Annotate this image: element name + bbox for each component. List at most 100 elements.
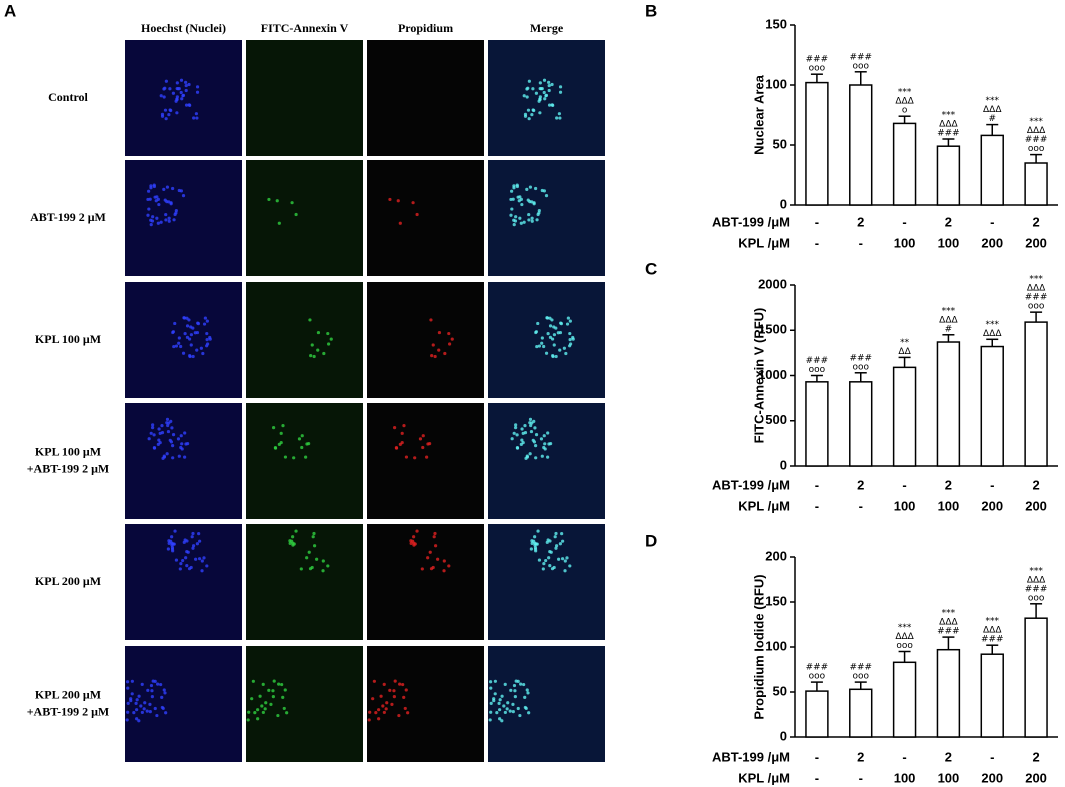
micrograph [367, 282, 484, 398]
cell [315, 557, 319, 561]
cell [135, 698, 139, 702]
cell [541, 567, 545, 571]
cell [412, 543, 416, 547]
cell [560, 557, 565, 561]
cell [428, 441, 432, 446]
significance: *** [942, 111, 956, 121]
cell [557, 557, 561, 561]
cell [489, 686, 493, 690]
cell [367, 718, 371, 722]
row-label: ABT-199 /μM [712, 214, 790, 229]
x-tick-label: - [990, 477, 994, 492]
cell [514, 215, 518, 219]
cell [165, 417, 170, 421]
micrograph [246, 403, 363, 519]
column-header: Hoechst (Nuclei) [141, 21, 226, 35]
significance: ooo [809, 64, 826, 74]
row-label: +ABT-199 2 μM [27, 461, 110, 475]
cell [526, 108, 531, 112]
cell [135, 717, 139, 721]
cell [160, 423, 164, 428]
cell [171, 456, 175, 460]
cell [256, 708, 260, 712]
x-tick-label: 100 [894, 770, 916, 785]
cell [523, 423, 527, 428]
y-tick-label: 1000 [758, 367, 787, 382]
cell [428, 550, 432, 554]
cell [272, 679, 276, 683]
x-tick-label: 100 [938, 770, 960, 785]
cell [557, 112, 562, 116]
cell [534, 444, 538, 448]
x-tick-label: - [990, 749, 994, 764]
cell [542, 78, 547, 82]
cell [147, 189, 151, 193]
panel-label: B [645, 1, 657, 20]
cell [312, 354, 316, 359]
micrograph [488, 403, 605, 519]
cell [160, 114, 165, 118]
significance: ooo [1028, 144, 1045, 154]
x-tick-label: - [815, 498, 819, 513]
cell [519, 682, 523, 686]
cell [535, 344, 539, 349]
cell [321, 559, 325, 563]
bar [849, 84, 873, 206]
cell [281, 423, 285, 428]
cell [402, 423, 406, 428]
cell [173, 529, 177, 533]
cell [174, 344, 179, 348]
cell [547, 556, 551, 560]
cell [524, 456, 528, 460]
cell [176, 87, 180, 91]
micrograph [125, 282, 242, 398]
cell [285, 711, 289, 715]
cell [132, 711, 136, 715]
cell [203, 316, 207, 320]
cell [267, 688, 271, 692]
x-tick-label: 200 [981, 235, 1003, 250]
cell [433, 544, 438, 548]
cell [185, 335, 190, 339]
cell [273, 445, 278, 450]
row-label: KPL 200 μM [35, 574, 101, 588]
cell [184, 103, 189, 107]
cell [516, 195, 520, 199]
micrograph [488, 282, 605, 398]
cell [513, 695, 517, 699]
cell [169, 539, 173, 543]
cell [537, 344, 542, 348]
cell [512, 223, 516, 227]
cell [516, 679, 520, 683]
cell [555, 116, 559, 120]
cell [177, 341, 181, 345]
cell [529, 547, 533, 551]
cell [175, 95, 179, 99]
cell [156, 682, 160, 686]
cell [489, 710, 493, 714]
cell [271, 695, 275, 699]
cell [166, 429, 171, 434]
significance: ooo [852, 362, 869, 372]
cell [447, 342, 452, 346]
cell [554, 326, 558, 330]
cell [199, 346, 203, 350]
cell [565, 556, 569, 560]
cell [307, 550, 311, 554]
significance: ** [900, 338, 910, 348]
cell [251, 679, 255, 683]
cell [202, 556, 206, 560]
cell [530, 421, 534, 425]
x-tick-label: - [902, 749, 906, 764]
cell [384, 707, 388, 711]
cell [538, 81, 542, 85]
cell [153, 706, 157, 711]
significance: *** [986, 320, 1000, 330]
cell [260, 704, 264, 708]
cell [537, 558, 542, 562]
cell [430, 354, 434, 358]
cell [515, 445, 520, 450]
cell [432, 535, 436, 539]
cell [152, 183, 156, 187]
significance: ΔΔΔ [895, 632, 914, 642]
